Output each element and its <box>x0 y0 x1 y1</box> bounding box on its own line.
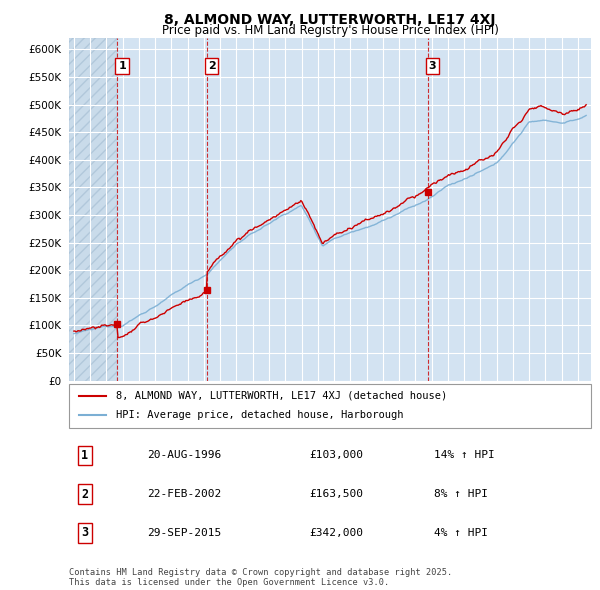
Text: 2: 2 <box>81 487 88 501</box>
Text: £163,500: £163,500 <box>309 489 363 499</box>
Text: Contains HM Land Registry data © Crown copyright and database right 2025.
This d: Contains HM Land Registry data © Crown c… <box>69 568 452 587</box>
Bar <box>69 38 117 381</box>
Text: 1: 1 <box>81 449 88 462</box>
Bar <box>117 38 206 381</box>
FancyBboxPatch shape <box>69 384 591 428</box>
Text: 1: 1 <box>118 61 126 71</box>
Text: 14% ↑ HPI: 14% ↑ HPI <box>434 450 495 460</box>
Text: 4% ↑ HPI: 4% ↑ HPI <box>434 528 488 538</box>
Text: 8, ALMOND WAY, LUTTERWORTH, LE17 4XJ (detached house): 8, ALMOND WAY, LUTTERWORTH, LE17 4XJ (de… <box>116 391 447 401</box>
Bar <box>206 38 428 381</box>
Text: HPI: Average price, detached house, Harborough: HPI: Average price, detached house, Harb… <box>116 411 403 420</box>
Text: 3: 3 <box>81 526 88 539</box>
Bar <box>428 38 591 381</box>
Text: £103,000: £103,000 <box>309 450 363 460</box>
Text: 3: 3 <box>428 61 436 71</box>
Text: 8, ALMOND WAY, LUTTERWORTH, LE17 4XJ: 8, ALMOND WAY, LUTTERWORTH, LE17 4XJ <box>164 13 496 27</box>
Text: 20-AUG-1996: 20-AUG-1996 <box>148 450 221 460</box>
Text: 22-FEB-2002: 22-FEB-2002 <box>148 489 221 499</box>
Text: 8% ↑ HPI: 8% ↑ HPI <box>434 489 488 499</box>
Text: 29-SEP-2015: 29-SEP-2015 <box>148 528 221 538</box>
Text: Price paid vs. HM Land Registry's House Price Index (HPI): Price paid vs. HM Land Registry's House … <box>161 24 499 37</box>
Text: £342,000: £342,000 <box>309 528 363 538</box>
Text: 2: 2 <box>208 61 215 71</box>
